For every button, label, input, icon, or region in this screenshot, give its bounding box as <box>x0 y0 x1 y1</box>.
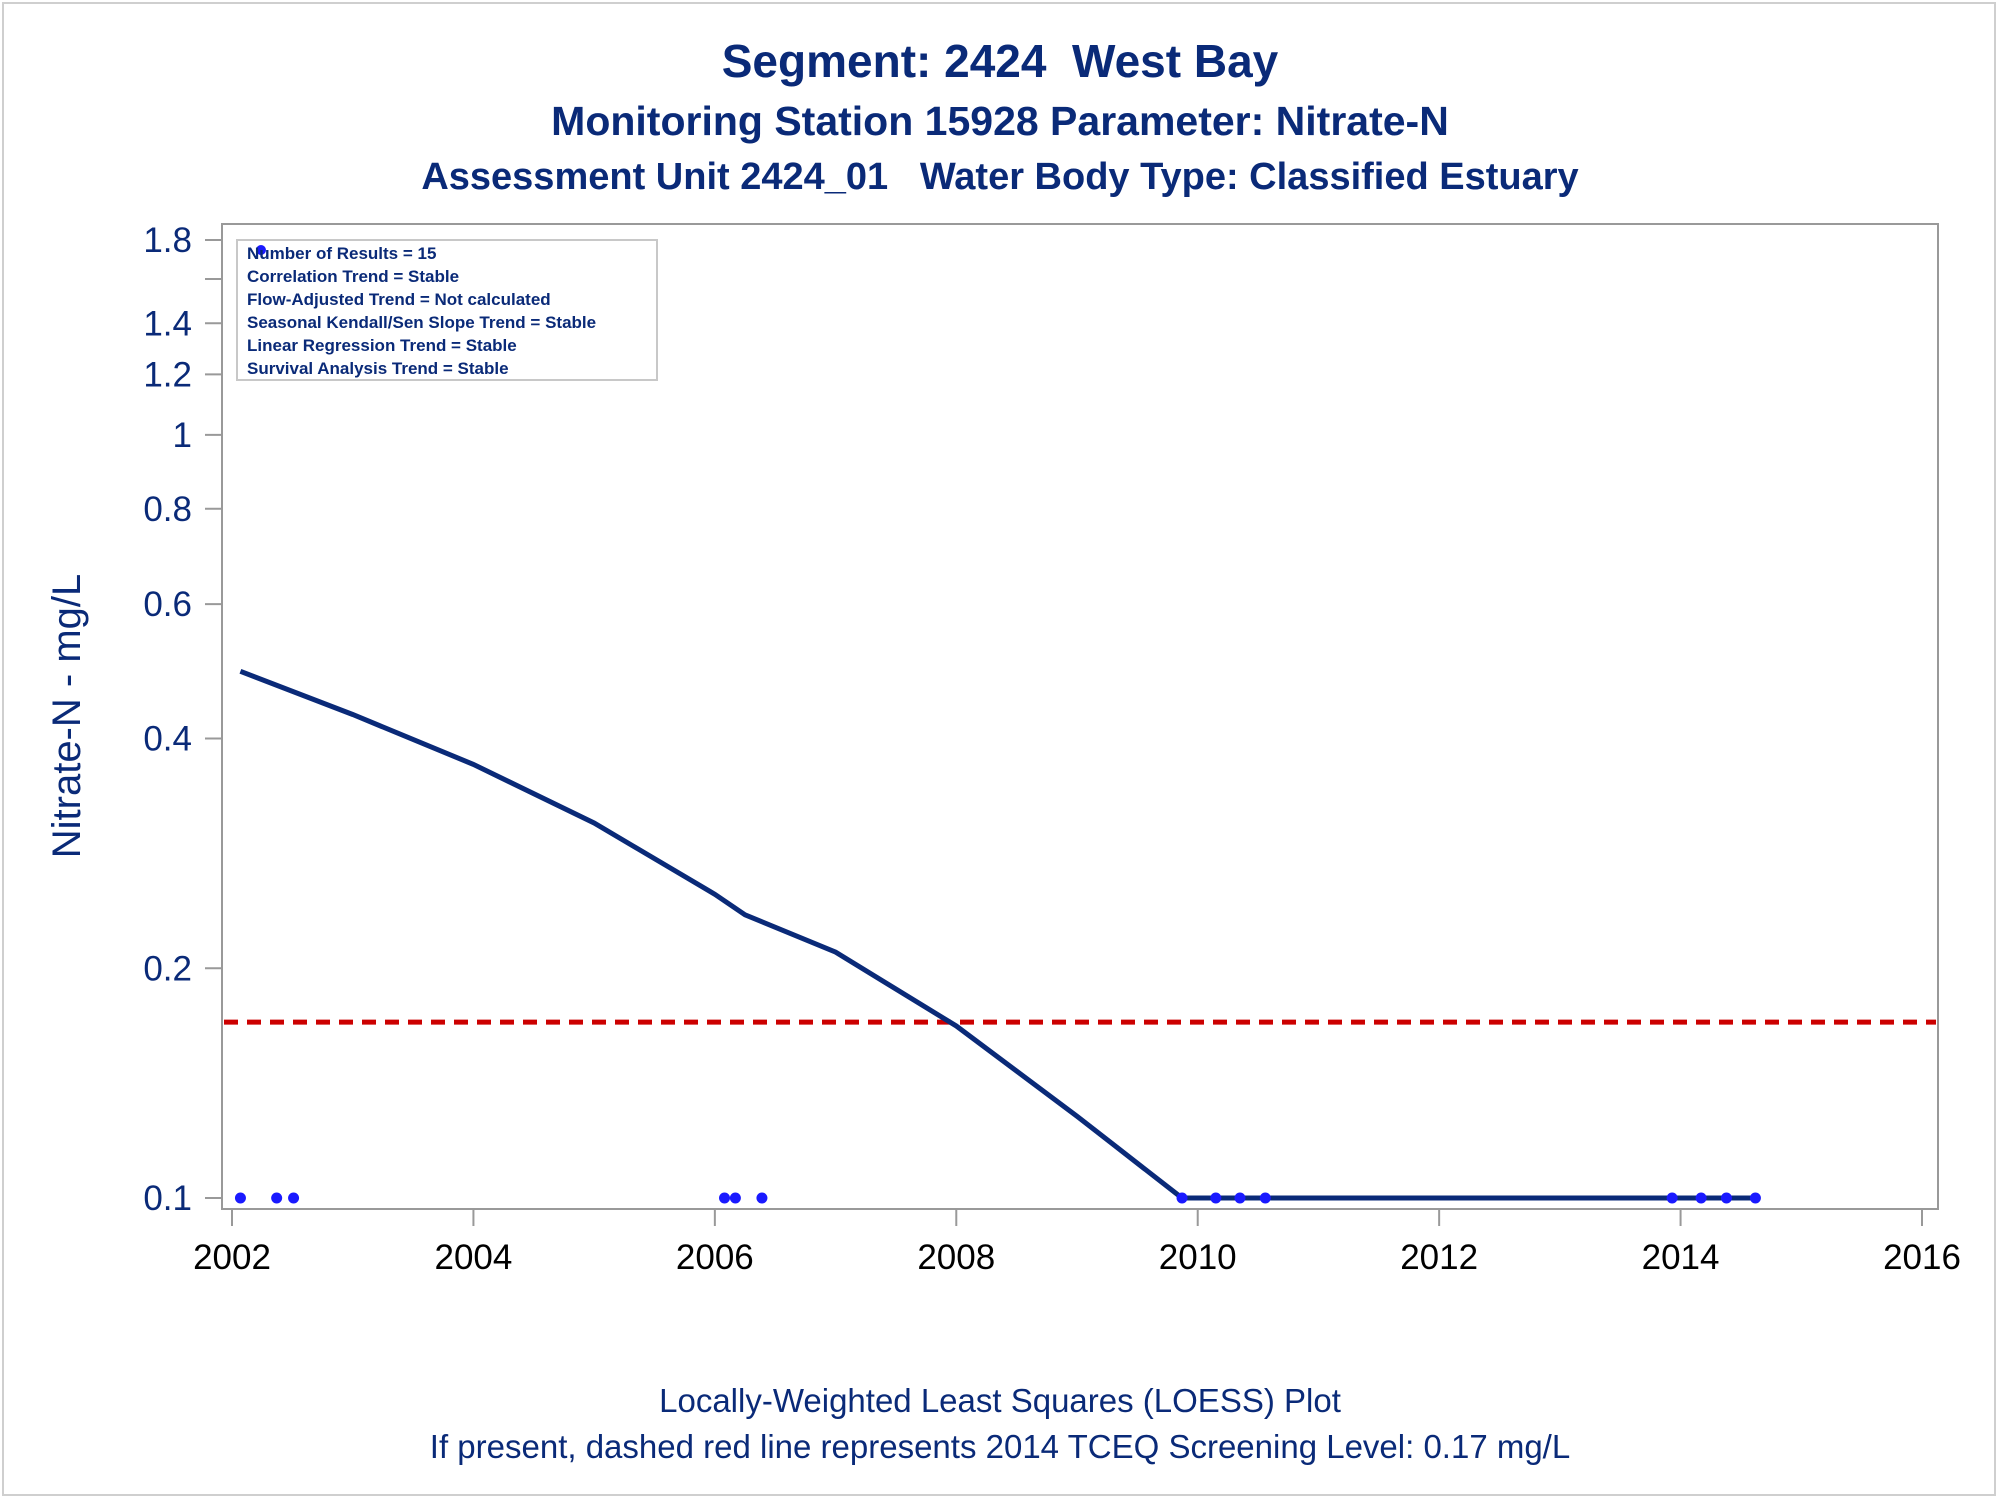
x-tick-label: 2010 <box>1159 1238 1237 1277</box>
data-point <box>719 1192 731 1204</box>
data-point <box>1176 1192 1188 1204</box>
y-tick-label: 0.2 <box>143 949 192 988</box>
x-tick-label: 2016 <box>1883 1238 1961 1277</box>
footnote-screening: If present, dashed red line represents 2… <box>429 1428 1571 1465</box>
x-axis: 2002 2004 2006 2008 2010 2012 2014 2016 <box>193 1209 1961 1277</box>
x-tick-label: 2006 <box>676 1238 754 1277</box>
data-point <box>1234 1192 1246 1204</box>
y-tick-label: 1.4 <box>143 304 192 343</box>
stats-line: Survival Analysis Trend = Stable <box>247 359 509 378</box>
x-tick-label: 2004 <box>434 1238 512 1277</box>
plot-area <box>221 223 1939 1210</box>
data-point <box>756 1192 768 1204</box>
y-tick-label: 1.8 <box>143 221 192 260</box>
stats-box-border <box>236 239 658 381</box>
chart-subtitle-assessment: Assessment Unit 2424_01 Water Body Type:… <box>421 156 1579 198</box>
y-axis: 0.1 0.2 0.4 0.6 0.8 1 1.2 1.4 1.8 <box>143 221 222 1218</box>
y-tick-label: 1 <box>173 416 192 455</box>
loess-curve <box>239 668 1756 1201</box>
data-point <box>1210 1192 1222 1204</box>
stats-line: Number of Results = 15 <box>247 244 436 263</box>
x-tick-label: 2012 <box>1400 1238 1478 1277</box>
data-point <box>1259 1192 1271 1204</box>
x-tick-label: 2002 <box>193 1238 271 1277</box>
data-point <box>1666 1192 1678 1204</box>
stats-box: Number of Results = 15 Correlation Trend … <box>236 239 658 381</box>
footnote-loess: Locally-Weighted Least Squares (LOESS) P… <box>659 1382 1341 1419</box>
chart-title: Segment: 2424 West Bay <box>721 35 1279 87</box>
stats-line: Correlation Trend = Stable <box>247 267 459 286</box>
y-tick-label: 0.1 <box>143 1179 192 1218</box>
data-point <box>1720 1192 1732 1204</box>
stats-line: Flow-Adjusted Trend = Not calculated <box>247 290 551 309</box>
y-tick-label: 1.2 <box>143 355 192 394</box>
data-point <box>288 1192 300 1204</box>
x-tick-label: 2014 <box>1642 1238 1720 1277</box>
x-tick-label: 2008 <box>917 1238 995 1277</box>
data-point <box>234 1192 246 1204</box>
stats-line: Seasonal Kendall/Sen Slope Trend = Stabl… <box>247 313 596 332</box>
data-point <box>1695 1192 1707 1204</box>
chart-subtitle-station: Monitoring Station 15928 Parameter: Nitr… <box>551 98 1449 144</box>
y-tick-label: 0.4 <box>143 720 192 759</box>
data-point <box>1749 1192 1761 1204</box>
y-tick-label: 0.6 <box>143 585 192 624</box>
y-tick-label: 0.8 <box>143 490 192 529</box>
stats-line: Linear Regression Trend = Stable <box>247 336 517 355</box>
data-point <box>729 1192 741 1204</box>
y-axis-label: Nitrate-N - mg/L <box>45 574 89 859</box>
stats-box-marker <box>256 245 266 255</box>
data-points <box>234 1192 1761 1204</box>
data-point <box>271 1192 283 1204</box>
